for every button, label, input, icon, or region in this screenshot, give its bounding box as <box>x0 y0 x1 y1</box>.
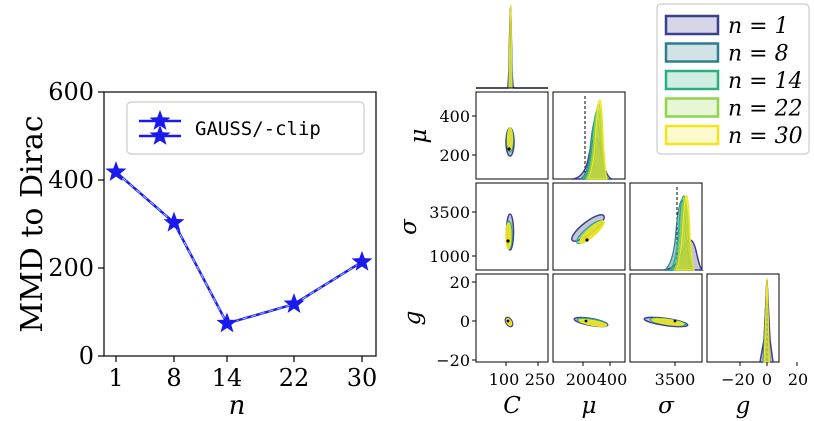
g-x-tick-minus20: −20 <box>721 370 755 389</box>
corner-legend-swatch <box>664 97 720 118</box>
sigma-vs-mu-contours <box>571 214 605 245</box>
left-x-tick-label: 30 <box>347 364 378 392</box>
left-y-ticks: 0 200 400 600 <box>48 78 104 370</box>
data-point-star <box>105 161 127 181</box>
data-point-star <box>351 250 373 271</box>
left-y-tick-label: 0 <box>79 342 94 370</box>
legend-star-marker-2 <box>149 125 171 145</box>
data-point-star <box>163 211 185 232</box>
mu-tick-400: 400 <box>439 107 470 126</box>
corner-legend-label: n = 1 <box>728 14 789 39</box>
legend-star-marker-1 <box>149 110 171 130</box>
g-histograms <box>759 277 774 363</box>
corner-y-tick-labels: 400 200 3500 1000 20 0 −20 <box>429 107 470 370</box>
corner-axis-labels: C μ σ g μ σ g <box>396 129 750 419</box>
corner-legend-swatch <box>664 14 720 36</box>
data-point-star <box>216 312 238 333</box>
data-point-star <box>283 293 305 313</box>
mu-vs-C-contours <box>505 127 515 157</box>
left-y-tick-label: 400 <box>48 166 94 194</box>
left-line-chart: 0 200 400 600 1 8 14 22 30 MMD to Dirac n GAUSS… <box>15 78 377 421</box>
row-label-sigma: σ <box>396 218 422 235</box>
col-label-mu: μ <box>582 393 597 419</box>
mu-x-tick-400: 400 <box>597 370 628 389</box>
left-y-axis-label: MMD to Dirac <box>15 115 50 332</box>
g-tick-minus20: −20 <box>436 351 470 370</box>
mu-x-tick-200: 200 <box>566 370 597 389</box>
sigma-tick-1000: 1000 <box>429 247 470 266</box>
left-legend-label: GAUSS/-clip <box>195 118 321 140</box>
col-label-sigma: σ <box>658 393 675 419</box>
panel-C-hist <box>476 4 548 89</box>
C-tick-250: 250 <box>525 370 556 389</box>
left-x-ticks: 1 8 14 22 30 <box>108 356 377 392</box>
corner-legend-label: n = 30 <box>728 124 803 149</box>
g-tick-0: 0 <box>460 312 470 331</box>
row-label-g: g <box>400 311 426 326</box>
g-x-tick-0: 0 <box>762 370 772 389</box>
mu-histograms <box>571 96 613 180</box>
left-x-tick-label: 8 <box>166 364 181 392</box>
corner-legend-label: n = 8 <box>728 42 789 67</box>
corner-legend-label: n = 22 <box>728 97 803 122</box>
corner-legend-swatch <box>664 124 720 146</box>
panel-sigma-vs-C <box>475 182 549 271</box>
left-x-tick-label: 1 <box>108 364 123 392</box>
series-line-dashed-overlay <box>115 171 363 325</box>
col-label-g: g <box>736 393 751 419</box>
left-legend-frame <box>126 101 365 155</box>
panel-sigma-vs-mu <box>552 182 626 271</box>
g-x-tick-20: 20 <box>788 370 808 389</box>
corner-x-tick-labels: 100 250 200 400 3500 −20 0 20 <box>489 370 808 389</box>
left-y-tick-label: 600 <box>48 78 94 106</box>
g-vs-mu-contours <box>573 316 609 328</box>
corner-legend-swatch <box>664 69 720 91</box>
left-x-tick-label: 22 <box>279 364 310 392</box>
row-label-mu: μ <box>406 129 432 144</box>
left-x-tick-label: 14 <box>212 364 243 392</box>
corner-y-tick-marks <box>472 115 798 366</box>
corner-plot: 400 200 3500 1000 20 0 −20 100 250 200 4… <box>396 3 810 419</box>
mu-tick-200: 200 <box>439 146 470 165</box>
corner-legend-label: n = 14 <box>728 69 803 94</box>
col-label-C: C <box>503 393 521 419</box>
g-tick-20: 20 <box>450 273 470 292</box>
left-x-axis-label: n <box>229 391 246 421</box>
left-series <box>105 161 373 333</box>
panel-g-vs-C <box>475 273 549 363</box>
series-line-gauss-clip <box>115 171 363 325</box>
g-vs-sigma-contours <box>643 316 689 328</box>
corner-legend-swatch <box>664 42 720 63</box>
sigma-histograms <box>663 187 704 271</box>
sigma-tick-3500: 3500 <box>429 203 470 222</box>
panel-g-vs-sigma <box>629 273 703 363</box>
panel-mu-vs-C <box>475 91 549 180</box>
panel-g-hist <box>706 273 780 363</box>
left-legend: GAUSS/-clip <box>126 101 365 155</box>
left-y-tick-label: 200 <box>48 254 94 282</box>
sigma-x-tick-3500: 3500 <box>655 370 696 389</box>
sigma-vs-C-contours <box>505 213 515 251</box>
corner-legend: n = 1 n = 8n = 14 n = 22n = 30 <box>656 3 810 155</box>
left-plot-frame <box>103 91 377 357</box>
panel-g-vs-mu <box>552 273 626 363</box>
C-tick-100: 100 <box>489 370 520 389</box>
g-vs-C-contours <box>504 316 514 328</box>
